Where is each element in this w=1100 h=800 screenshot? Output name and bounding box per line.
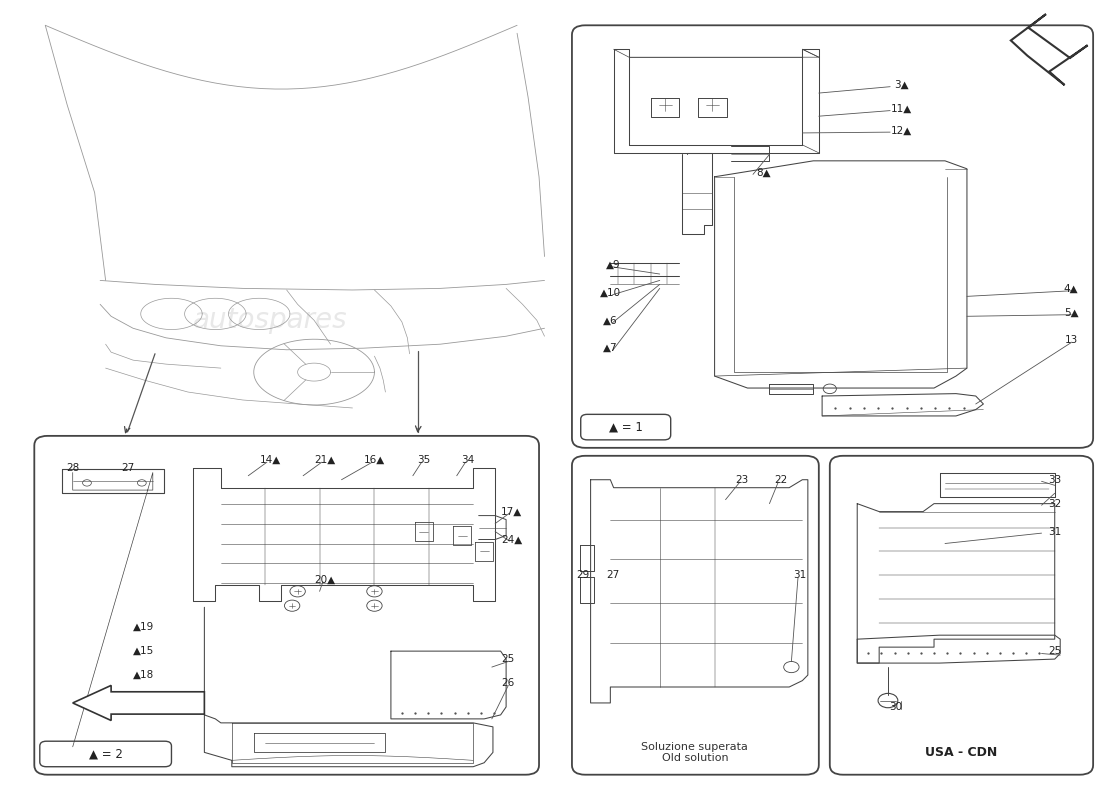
Text: 4▲: 4▲ <box>1064 283 1078 294</box>
Text: ▲18: ▲18 <box>133 670 155 680</box>
Text: 3▲: 3▲ <box>894 80 909 90</box>
Text: autospares: autospares <box>760 245 900 269</box>
Text: 26: 26 <box>502 678 515 688</box>
Text: autospares: autospares <box>192 306 348 334</box>
Text: Soluzione superata
Old solution: Soluzione superata Old solution <box>641 742 748 763</box>
Text: 32: 32 <box>1048 498 1062 509</box>
Text: 31: 31 <box>793 570 806 580</box>
Text: 33: 33 <box>1048 474 1062 485</box>
Text: 5▲: 5▲ <box>1064 307 1078 318</box>
FancyBboxPatch shape <box>572 26 1093 448</box>
FancyBboxPatch shape <box>40 742 172 766</box>
Text: ▲ = 1: ▲ = 1 <box>608 421 642 434</box>
Text: ▲7: ▲7 <box>603 343 618 353</box>
Text: 12▲: 12▲ <box>891 126 912 135</box>
Text: 34: 34 <box>461 454 474 465</box>
Text: 25: 25 <box>1048 646 1062 656</box>
FancyBboxPatch shape <box>34 436 539 774</box>
Text: autospares: autospares <box>908 566 1015 585</box>
Text: 11▲: 11▲ <box>891 104 912 114</box>
Text: 30: 30 <box>889 702 902 712</box>
Text: 27: 27 <box>121 462 134 473</box>
Text: 21▲: 21▲ <box>315 454 336 465</box>
Polygon shape <box>73 686 205 721</box>
Text: ▲6: ▲6 <box>603 315 618 326</box>
Text: 8▲: 8▲ <box>757 168 771 178</box>
Text: 25: 25 <box>502 654 515 664</box>
Text: 17▲: 17▲ <box>500 506 522 517</box>
FancyBboxPatch shape <box>572 456 818 774</box>
Text: USA - CDN: USA - CDN <box>925 746 998 759</box>
Text: ▲9: ▲9 <box>606 259 621 270</box>
Text: ▲15: ▲15 <box>133 646 155 656</box>
Text: 27: 27 <box>606 570 619 580</box>
Text: 29: 29 <box>576 570 590 580</box>
Text: 16▲: 16▲ <box>364 454 385 465</box>
FancyBboxPatch shape <box>829 456 1093 774</box>
Text: 28: 28 <box>66 462 79 473</box>
Text: ▲19: ▲19 <box>133 622 155 632</box>
Text: 24▲: 24▲ <box>500 534 522 545</box>
Text: 14▲: 14▲ <box>260 454 280 465</box>
Text: 22: 22 <box>773 474 786 485</box>
Text: 20▲: 20▲ <box>315 574 336 584</box>
Polygon shape <box>1011 14 1088 85</box>
Text: 13: 13 <box>1065 335 1078 346</box>
Text: autospares: autospares <box>640 574 749 593</box>
Text: ▲ = 2: ▲ = 2 <box>89 747 122 761</box>
Text: 23: 23 <box>736 474 749 485</box>
FancyBboxPatch shape <box>581 414 671 440</box>
Text: ▲10: ▲10 <box>600 287 620 298</box>
Text: 31: 31 <box>1048 526 1062 537</box>
Text: 35: 35 <box>417 454 430 465</box>
